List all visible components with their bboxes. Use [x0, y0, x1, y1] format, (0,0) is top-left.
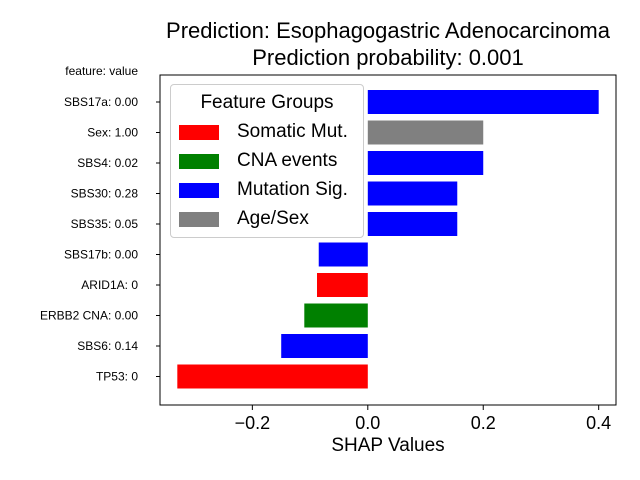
- y-tick-label: SBS17b: 0.00: [64, 248, 138, 262]
- x-tick-label: −0.2: [235, 413, 271, 433]
- legend-swatch: [179, 183, 219, 198]
- legend: Feature Groups Somatic Mut. CNA events M…: [170, 84, 364, 238]
- legend-label: Mutation Sig.: [237, 179, 348, 200]
- y-tick-label: ERBB2 CNA: 0.00: [40, 309, 138, 323]
- legend-label: CNA events: [237, 150, 338, 171]
- chart-subtitle: Prediction probability: 0.001: [252, 45, 524, 70]
- legend-title: Feature Groups: [200, 92, 334, 113]
- bar: [367, 120, 484, 145]
- bar: [367, 151, 484, 175]
- y-tick-label: TP53: 0: [96, 370, 138, 384]
- y-tick-label: Sex: 1.00: [87, 126, 138, 140]
- y-tick-label: ARID1A: 0: [81, 278, 138, 292]
- bar: [367, 90, 599, 114]
- legend-swatch: [179, 212, 219, 227]
- x-tick-label: 0.2: [471, 413, 496, 433]
- legend-swatch: [179, 154, 219, 169]
- x-axis-label: SHAP Values: [331, 435, 445, 456]
- x-tick-label: 0.4: [586, 413, 611, 433]
- legend-label: Age/Sex: [237, 208, 309, 229]
- y-tick-label: SBS30: 0.28: [71, 187, 139, 201]
- legend-swatch: [179, 125, 219, 140]
- chart-title: Prediction: Esophagogastric Adenocarcino…: [166, 18, 610, 43]
- y-tick-label: SBS6: 0.14: [77, 339, 138, 353]
- y-tick-label: SBS35: 0.05: [71, 217, 139, 231]
- bar: [367, 181, 458, 206]
- bar: [367, 212, 458, 236]
- bar: [177, 364, 368, 389]
- bar: [304, 303, 368, 328]
- plot-frame: [159, 74, 617, 406]
- x-tick-label: 0.0: [355, 413, 380, 433]
- bar: [281, 334, 368, 358]
- bar: [318, 242, 368, 267]
- y-tick-label: SBS17a: 0.00: [64, 95, 138, 109]
- legend-label: Somatic Mut.: [237, 121, 348, 142]
- bar: [317, 273, 368, 297]
- y-tick-label: SBS4: 0.02: [77, 156, 138, 170]
- feature-value-header: feature: value: [65, 64, 138, 78]
